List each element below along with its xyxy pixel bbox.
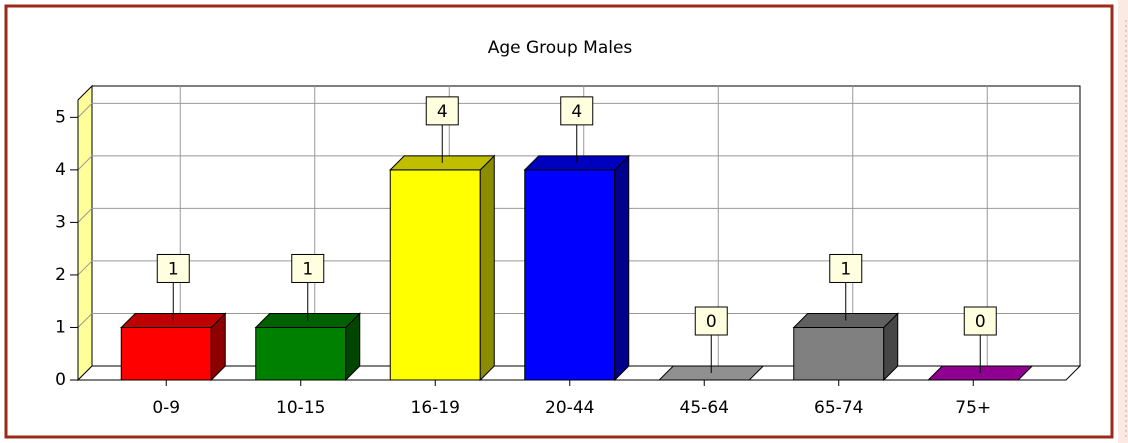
x-tick-label: 45-64 — [680, 398, 729, 418]
data-label: 4 — [571, 102, 582, 122]
bar — [255, 326, 347, 381]
x-tick-label: 65-74 — [814, 398, 863, 418]
y-tick-label: 2 — [55, 265, 66, 285]
x-tick-label: 0-9 — [152, 398, 180, 418]
side-strip — [1118, 0, 1128, 443]
y-tick-label: 4 — [55, 160, 66, 180]
grid-line — [77, 102, 93, 118]
grid-line — [77, 260, 93, 276]
data-label: 1 — [840, 259, 851, 279]
data-label: 1 — [302, 259, 313, 279]
label-box — [963, 306, 997, 336]
label-box — [694, 306, 728, 336]
bar-side — [479, 154, 495, 382]
bar — [120, 326, 212, 381]
y-tick-label: 3 — [55, 212, 66, 232]
grid-line — [77, 313, 93, 328]
grid-line — [77, 208, 93, 223]
data-label: 0 — [706, 312, 717, 332]
label-box — [425, 96, 459, 126]
bar — [524, 169, 616, 381]
data-label: 0 — [975, 312, 986, 332]
chart-title: Age Group Males — [488, 38, 633, 58]
label-box — [829, 253, 863, 283]
x-tick-label: 16-19 — [411, 398, 460, 418]
y-tick-label: 5 — [55, 107, 66, 127]
bar — [389, 169, 481, 381]
data-label: 4 — [437, 102, 448, 122]
y-tick-label: 1 — [55, 317, 66, 337]
bar — [793, 326, 885, 381]
y-tick-label: 0 — [55, 370, 66, 390]
data-label: 1 — [168, 259, 179, 279]
x-tick-label: 20-44 — [545, 398, 594, 418]
x-tick-label: 75+ — [955, 398, 991, 418]
left-wall — [77, 84, 93, 382]
bar-side — [614, 154, 630, 382]
x-tick-label: 10-15 — [276, 398, 325, 418]
label-box — [291, 253, 325, 283]
label-box — [156, 253, 190, 283]
label-box — [560, 96, 594, 126]
grid-line — [77, 155, 93, 171]
